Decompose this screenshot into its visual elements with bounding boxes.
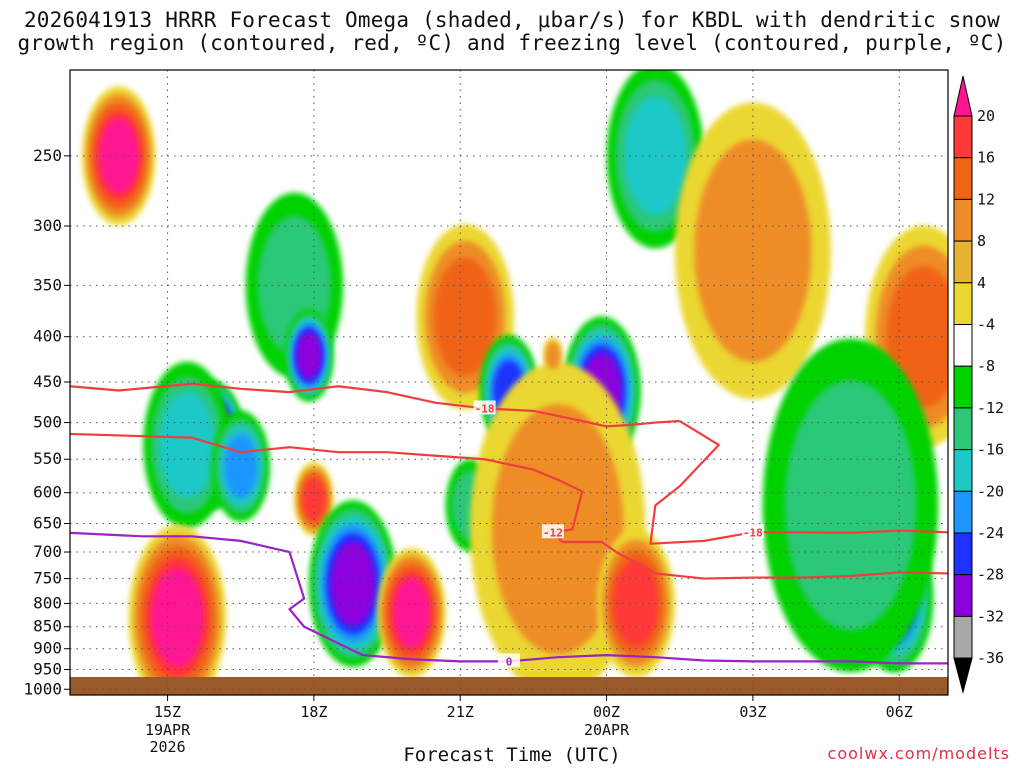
omega-band — [545, 341, 561, 370]
x-tick-sublabel: 20APR — [584, 721, 630, 739]
omega-cell — [543, 336, 563, 375]
y-tick-label: 300 — [33, 216, 62, 235]
y-tick-label: 250 — [33, 146, 62, 165]
y-tick-label: 950 — [33, 660, 62, 679]
omega-cell — [211, 410, 270, 522]
y-tick-label: 1000 — [23, 679, 62, 698]
dgz-contour-label: -18 — [475, 402, 495, 415]
colorbar-band — [953, 615, 973, 659]
omega-cell — [143, 361, 231, 529]
omega-cell — [128, 524, 227, 695]
omega-cell — [284, 309, 334, 402]
omega-band — [99, 118, 139, 194]
colorbar-bottom-arrow — [953, 657, 973, 694]
x-tick-sublabel: 19APR — [145, 721, 191, 739]
x-tick-sublabel: 2026 — [149, 738, 185, 756]
x-tick-label: 03Z — [739, 703, 766, 721]
y-tick-label: 650 — [33, 514, 62, 533]
colorbar-tick-label: 20 — [977, 107, 995, 125]
contour-label-bg — [498, 653, 520, 668]
colorbar-tick-label: -4 — [977, 316, 995, 334]
omega-cell — [372, 0, 431, 15]
dgz-contour-label: -18 — [743, 526, 763, 539]
colorbar-top-arrow — [953, 75, 973, 117]
omega-band — [784, 380, 917, 631]
omega-band — [694, 139, 812, 363]
omega-cell — [82, 86, 156, 226]
y-tick-label: 750 — [33, 569, 62, 588]
colorbar-tick-label: -12 — [977, 399, 1004, 417]
colorbar-tick-label: -36 — [977, 649, 1004, 667]
omega-band — [296, 331, 322, 379]
y-tick-label: 350 — [33, 275, 62, 294]
omega-band — [223, 434, 258, 499]
colorbar-tick-label: -28 — [977, 566, 1004, 584]
chart-title-line1: 2026041913 HRRR Forecast Omega (shaded, … — [23, 8, 1001, 32]
dgz-contour-label: -12 — [543, 526, 563, 539]
contour-label-bg — [741, 524, 764, 539]
colorbar-band — [953, 324, 973, 367]
y-tick-label: 800 — [33, 593, 62, 612]
omega-band — [433, 257, 497, 377]
colorbar-tick-label: -24 — [977, 524, 1004, 542]
omega-band — [330, 541, 376, 627]
x-tick-label: 06Z — [886, 703, 913, 721]
colorbar-band — [953, 282, 973, 325]
y-tick-label: 550 — [33, 449, 62, 468]
colorbar-band — [953, 532, 973, 576]
colorbar-tick-label: -16 — [977, 441, 1004, 459]
colorbar-band — [953, 365, 973, 409]
contour-label-bg — [541, 524, 564, 539]
x-tick-label: 18Z — [300, 703, 327, 721]
omega-cell — [674, 102, 831, 400]
dgz-contour — [70, 382, 680, 428]
omega-cell — [377, 548, 446, 678]
colorbar-band — [953, 115, 973, 159]
freezing-level-contour-label: 0 — [506, 655, 513, 668]
colorbar-tick-label: -20 — [977, 482, 1004, 500]
colorbar-band — [953, 490, 973, 534]
colorbar-band — [953, 157, 973, 200]
chart-title-line2: growth region (contoured, red, ºC) and f… — [17, 31, 1007, 55]
colorbar-band — [953, 574, 973, 617]
y-tick-label: 600 — [33, 483, 62, 502]
omega-band — [393, 578, 430, 648]
colorbar-tick-label: -32 — [977, 607, 1004, 625]
omega-band — [151, 567, 204, 668]
omega-band — [372, 0, 431, 15]
colorbar-tick-label: 4 — [977, 274, 986, 292]
x-tick-label: 15Z — [154, 703, 181, 721]
x-tick-label: 21Z — [447, 703, 474, 721]
y-tick-label: 700 — [33, 542, 62, 561]
x-tick-label: 00Z — [593, 703, 620, 721]
colorbar-tick-label: 8 — [977, 232, 986, 250]
contour-label-bg — [473, 400, 496, 415]
omega-cell — [762, 338, 939, 673]
colorbar-band — [953, 407, 973, 451]
credit-link[interactable]: coolwx.com/modelts — [827, 744, 1010, 763]
y-tick-label: 450 — [33, 372, 62, 391]
colorbar-tick-label: -8 — [977, 357, 995, 375]
ground-surface — [70, 677, 948, 695]
freezing-level-contour — [70, 531, 948, 665]
dgz-contour — [649, 420, 948, 545]
colorbar-tick-label: 16 — [977, 149, 995, 167]
colorbar-band — [953, 240, 973, 284]
colorbar-band — [953, 198, 973, 242]
y-tick-label: 850 — [33, 617, 62, 636]
colorbar-tick-label: 12 — [977, 190, 995, 208]
y-tick-label: 400 — [33, 327, 62, 346]
y-tick-label: 500 — [33, 413, 62, 432]
colorbar-band — [953, 449, 973, 492]
x-axis-label: Forecast Time (UTC) — [403, 744, 621, 766]
omega-band — [380, 0, 424, 1]
omega-band — [159, 391, 216, 499]
y-tick-label: 900 — [33, 639, 62, 658]
dgz-contour — [70, 432, 948, 580]
omega-cell — [309, 500, 397, 668]
